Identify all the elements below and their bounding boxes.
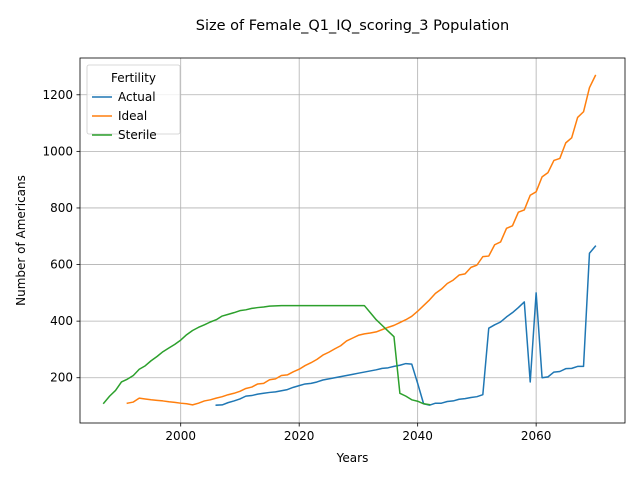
y-tick-label: 800 bbox=[50, 201, 73, 215]
legend-label-sterile: Sterile bbox=[118, 128, 157, 142]
x-tick-label: 2000 bbox=[165, 429, 196, 443]
x-axis-label: Years bbox=[336, 451, 369, 465]
chart-title: Size of Female_Q1_IQ_scoring_3 Populatio… bbox=[196, 18, 510, 34]
x-tick-label: 2020 bbox=[284, 429, 315, 443]
legend-title: Fertility bbox=[111, 71, 156, 85]
legend-entries: Actual Ideal Sterile bbox=[92, 90, 157, 142]
y-tick-label: 1000 bbox=[42, 144, 73, 158]
y-tick-label: 1200 bbox=[42, 88, 73, 102]
x-tick-label: 2060 bbox=[521, 429, 552, 443]
y-tick-label: 400 bbox=[50, 314, 73, 328]
axes-frame bbox=[79, 57, 626, 424]
y-tick-label: 200 bbox=[50, 371, 73, 385]
y-axis-label: Number of Americans bbox=[14, 175, 28, 306]
legend-label-ideal: Ideal bbox=[118, 109, 147, 123]
series-line-actual bbox=[215, 245, 597, 406]
legend: Fertility Actual Ideal Sterile bbox=[86, 64, 181, 142]
series-line-ideal bbox=[126, 74, 597, 406]
ticks: 2000 2020 2040 2060 200 400 600 800 1000 1200 bbox=[42, 88, 551, 443]
legend-label-actual: Actual bbox=[118, 90, 156, 104]
y-tick-label: 600 bbox=[50, 258, 73, 272]
grid bbox=[80, 58, 625, 423]
x-tick-label: 2040 bbox=[402, 429, 433, 443]
series-line-sterile bbox=[102, 304, 431, 406]
series-lines bbox=[102, 74, 597, 406]
